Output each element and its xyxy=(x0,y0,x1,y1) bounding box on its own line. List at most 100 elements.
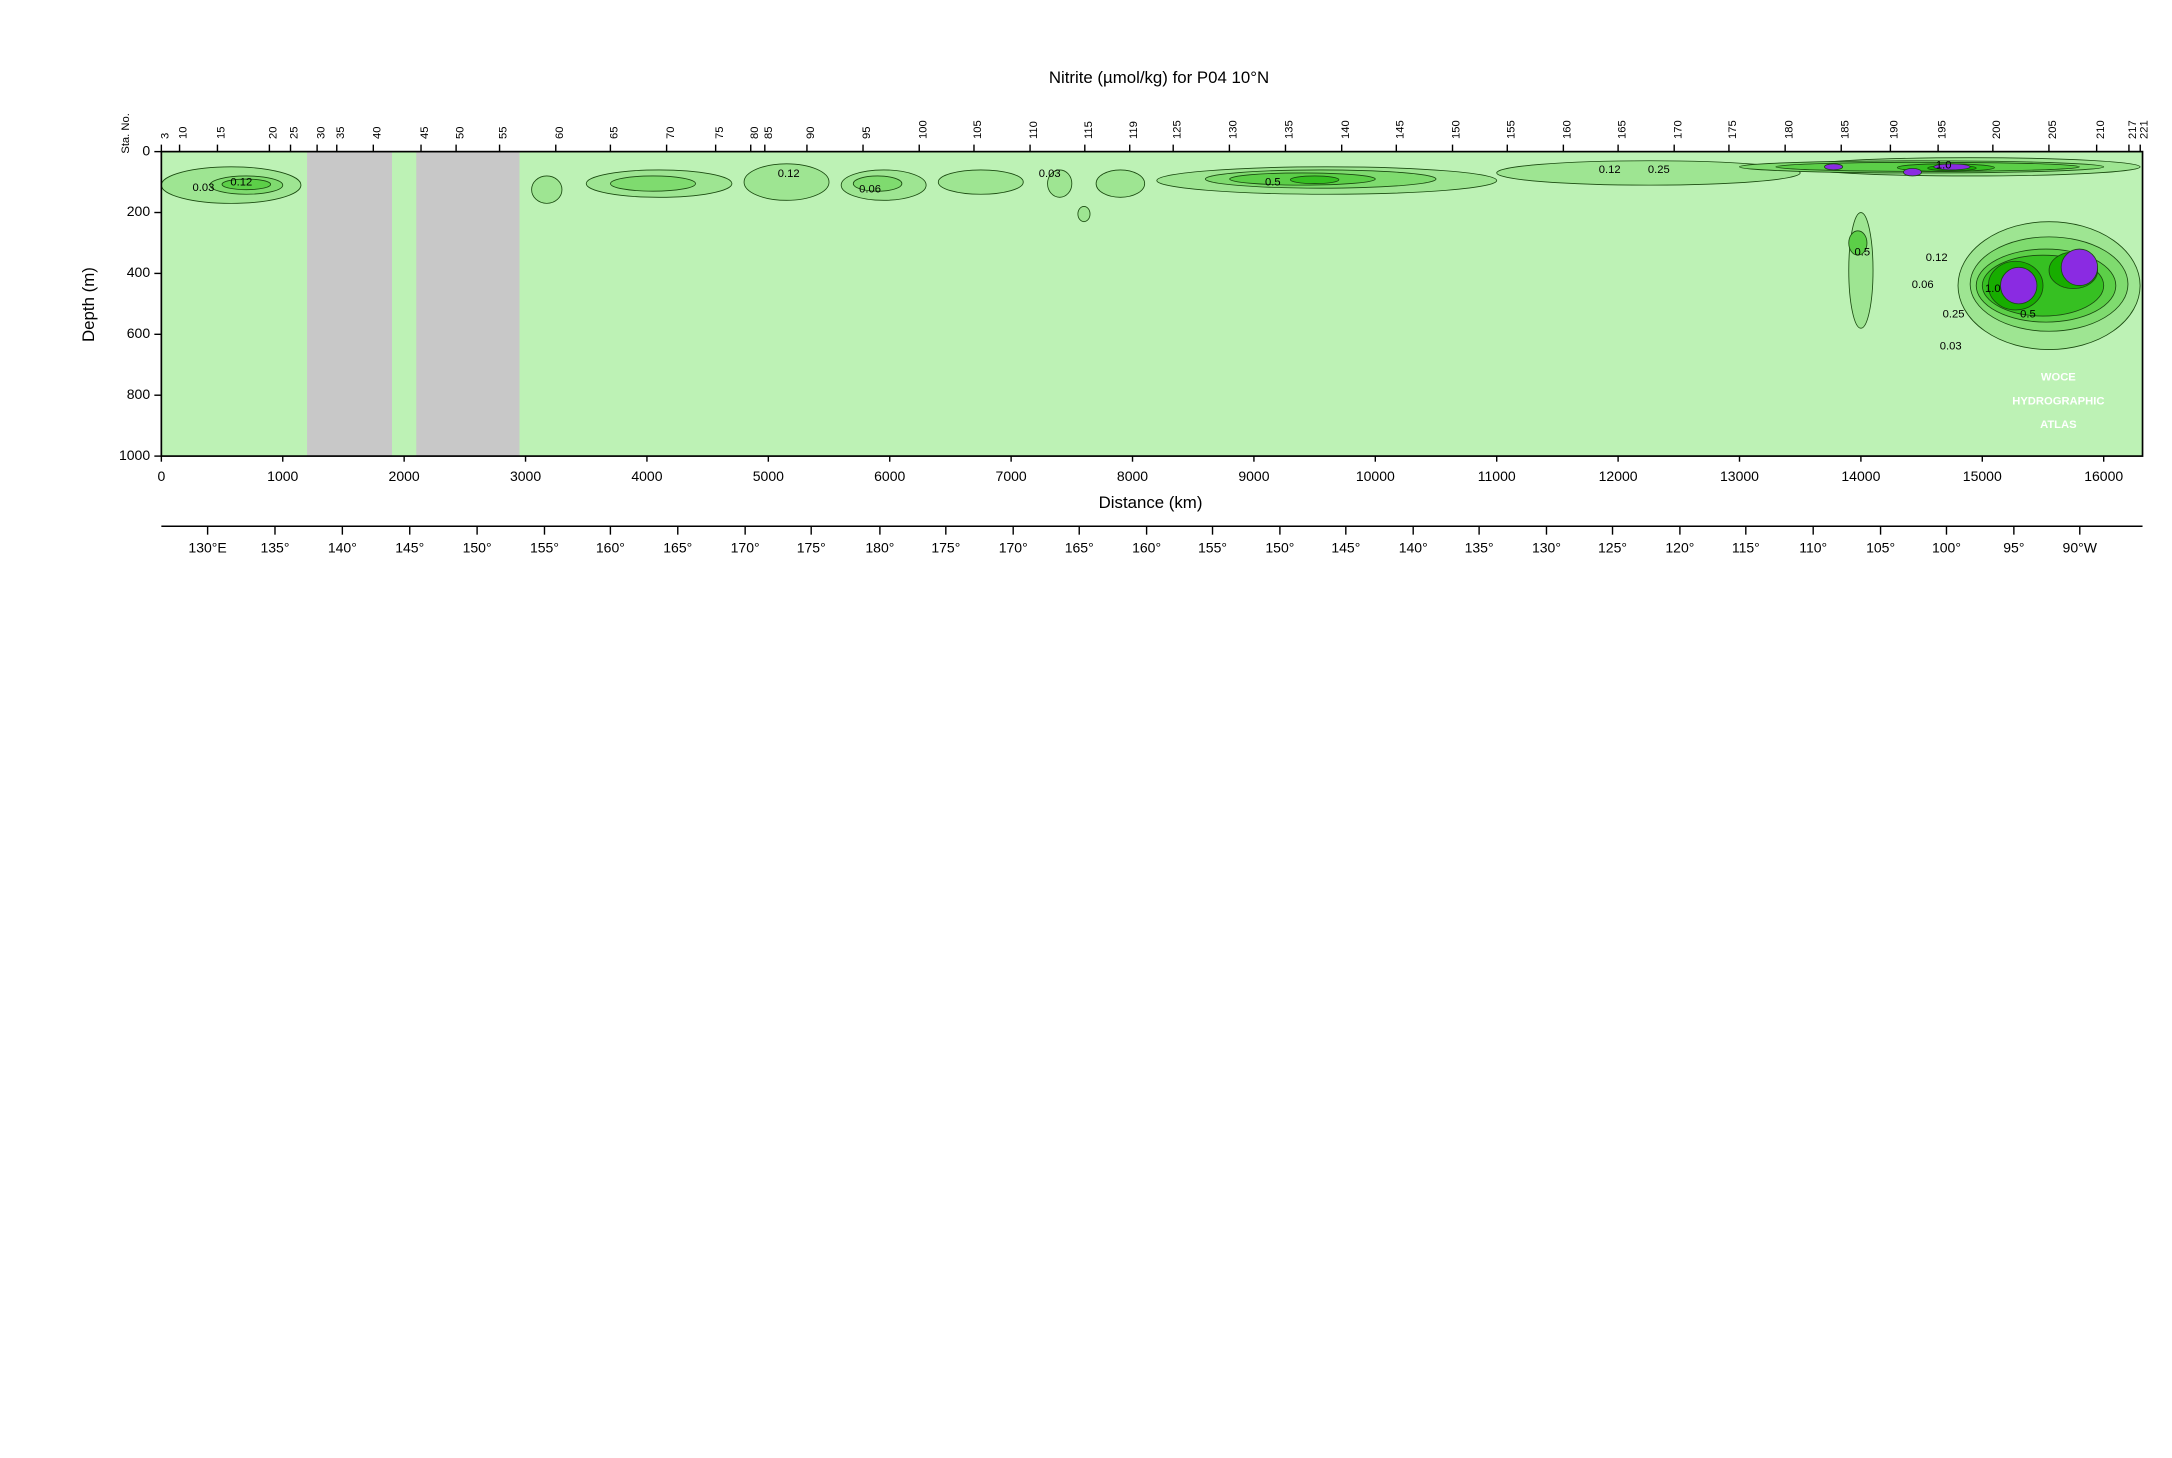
y-tick-label: 400 xyxy=(127,264,151,280)
contour-label: 0.12 xyxy=(778,168,800,180)
longitude-label: 155° xyxy=(530,539,559,555)
contour-patch xyxy=(1077,206,1091,223)
station-label: 195 xyxy=(1936,120,1948,139)
longitude-label: 95° xyxy=(2003,539,2024,555)
station-label: 100 xyxy=(917,120,929,139)
y-tick-label: 200 xyxy=(127,203,151,219)
missing-data xyxy=(416,151,520,457)
station-label: 165 xyxy=(1616,120,1628,139)
contour-patch xyxy=(531,175,563,204)
station-label: 221 xyxy=(2138,120,2150,139)
longitude-label: 105° xyxy=(1866,539,1895,555)
station-label: 150 xyxy=(1451,120,1463,139)
x-tick-label: 16000 xyxy=(2084,468,2123,484)
contour-patch xyxy=(852,175,903,192)
station-label: 119 xyxy=(1128,121,1140,139)
y-axis-label: Depth (m) xyxy=(79,267,98,342)
station-label: 45 xyxy=(419,127,431,139)
x-tick-label: 14000 xyxy=(1841,468,1880,484)
contour-label: 0.25 xyxy=(1648,164,1670,176)
station-label: 15 xyxy=(216,127,228,139)
station-label: 75 xyxy=(714,127,726,139)
station-label: 217 xyxy=(2127,120,2139,139)
x-tick-label: 12000 xyxy=(1599,468,1638,484)
contour-label: 0.03 xyxy=(1039,168,1061,180)
station-label: 90 xyxy=(805,127,817,139)
contour-label: 0.06 xyxy=(1912,279,1934,291)
longitude-label: 100° xyxy=(1932,539,1961,555)
station-label: 30 xyxy=(315,127,327,139)
longitude-label: 160° xyxy=(596,539,625,555)
station-label: 185 xyxy=(1839,120,1851,139)
contour-patch xyxy=(1933,163,1971,171)
longitude-label: 145° xyxy=(1331,539,1360,555)
station-label: 155 xyxy=(1505,120,1517,139)
longitude-label: 165° xyxy=(663,539,692,555)
x-tick-label: 9000 xyxy=(1238,468,1269,484)
contour-patch xyxy=(1848,230,1868,256)
station-label: 55 xyxy=(498,127,510,139)
x-tick-label: 0 xyxy=(157,468,165,484)
station-label: 60 xyxy=(554,127,566,139)
x-tick-label: 13000 xyxy=(1720,468,1759,484)
contour-label: 0.5 xyxy=(1265,176,1281,188)
contour-patch xyxy=(1824,163,1844,171)
contour-label: 0.25 xyxy=(1943,308,1965,320)
contour-label: 0.06 xyxy=(859,183,881,195)
contour-patch xyxy=(1289,175,1340,185)
station-label: 210 xyxy=(2095,120,2107,139)
station-label: 3 xyxy=(160,133,172,139)
longitude-label: 145° xyxy=(395,539,424,555)
longitude-label: 150° xyxy=(463,539,492,555)
longitude-label: 135° xyxy=(260,539,289,555)
contour-label: 0.12 xyxy=(1599,164,1621,176)
station-label: 170 xyxy=(1672,120,1684,139)
contour-patch xyxy=(1902,167,1923,177)
longitude-label: 90°W xyxy=(2063,539,2098,555)
station-label: 20 xyxy=(268,127,280,139)
contour-patch xyxy=(937,169,1024,195)
contour-label: 0.5 xyxy=(2020,308,2036,320)
station-label: 85 xyxy=(763,127,775,139)
station-label: 175 xyxy=(1727,120,1739,139)
x-tick-label: 3000 xyxy=(510,468,541,484)
station-label: 200 xyxy=(1991,120,2003,139)
longitude-label: 150° xyxy=(1265,539,1294,555)
longitude-label: 135° xyxy=(1465,539,1494,555)
contour-label: 0.03 xyxy=(193,182,215,194)
longitude-label: 140° xyxy=(1399,539,1428,555)
station-label: 95 xyxy=(861,127,873,139)
longitude-label: 130°E xyxy=(188,539,226,555)
station-label: 125 xyxy=(1171,120,1183,139)
watermark: ATLAS xyxy=(2040,419,2077,431)
contour-patch xyxy=(1095,169,1146,198)
contour-patch xyxy=(221,178,272,191)
station-label: 25 xyxy=(289,127,301,139)
station-label: 70 xyxy=(665,127,677,139)
longitude-label: 165° xyxy=(1065,539,1094,555)
contour-label: 0.12 xyxy=(230,176,252,188)
longitude-label: 120° xyxy=(1665,539,1694,555)
longitude-label: 125° xyxy=(1598,539,1627,555)
station-label: 115 xyxy=(1083,121,1095,139)
missing-data xyxy=(307,151,393,457)
longitude-label: 115° xyxy=(1732,539,1760,555)
longitude-label: 155° xyxy=(1198,539,1227,555)
contour-label: 0.12 xyxy=(1926,252,1948,264)
station-label: 145 xyxy=(1394,120,1406,139)
plot-frame xyxy=(160,150,2144,457)
x-axis-label: Distance (km) xyxy=(1099,493,1203,512)
longitude-label: 110° xyxy=(1799,539,1827,555)
station-label: 35 xyxy=(335,127,347,139)
y-tick-label: 0 xyxy=(142,142,150,158)
contour-label: 0.03 xyxy=(1940,341,1962,353)
contour-label: 0.5 xyxy=(1855,247,1871,259)
station-label: 205 xyxy=(2047,120,2059,139)
longitude-label: 170° xyxy=(731,539,760,555)
x-tick-label: 6000 xyxy=(874,468,905,484)
station-label: 110 xyxy=(1028,121,1040,139)
station-label: 160 xyxy=(1562,120,1574,139)
longitude-label: 175° xyxy=(931,539,960,555)
longitude-label: 130° xyxy=(1532,539,1561,555)
